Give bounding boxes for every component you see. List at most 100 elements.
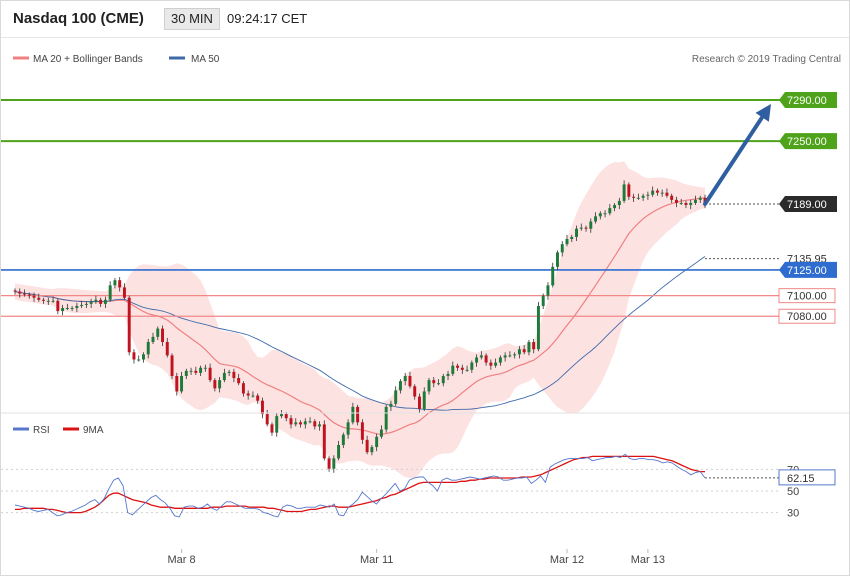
candle-body — [384, 406, 388, 430]
candle — [465, 365, 469, 372]
candle — [23, 289, 26, 297]
candle-body — [651, 190, 655, 195]
candle — [379, 425, 383, 439]
rsi-last-box — [778, 469, 836, 486]
candle-body — [232, 371, 236, 379]
candle-body — [551, 266, 555, 286]
rsi-line — [14, 453, 706, 518]
candle-body — [437, 383, 440, 385]
candle — [113, 278, 117, 289]
candle-body — [161, 328, 164, 342]
candle-body — [213, 380, 217, 389]
candle — [46, 297, 50, 305]
rsi-tick-label: 30 — [787, 508, 799, 520]
rsi-ma-line — [15, 455, 705, 514]
candle-body — [318, 424, 322, 427]
candle — [218, 377, 222, 393]
candle-body — [241, 383, 245, 394]
candle-body — [313, 421, 317, 427]
candle-body — [418, 396, 421, 409]
candle — [451, 361, 455, 376]
candle — [646, 191, 650, 200]
candle — [118, 277, 122, 292]
candle — [665, 188, 669, 198]
candle — [370, 444, 374, 456]
bollinger-bands — [15, 161, 705, 479]
candle-body — [674, 199, 678, 203]
candle-body — [622, 184, 626, 201]
forecast-arrow-shaft — [703, 110, 767, 206]
candle — [142, 352, 145, 363]
candle-body — [470, 362, 474, 370]
candle — [237, 373, 241, 386]
candle — [208, 363, 212, 383]
candle-body — [151, 336, 155, 342]
candle-body — [698, 197, 702, 200]
candle — [70, 305, 74, 312]
level-label-text: 7100.00 — [787, 291, 827, 303]
candle — [32, 292, 36, 302]
candle — [627, 182, 631, 200]
candle-body — [441, 375, 445, 384]
candle-body — [498, 357, 502, 363]
candle — [398, 379, 402, 394]
candle-body — [51, 300, 55, 302]
candle — [65, 303, 69, 311]
candle-body — [199, 367, 203, 373]
candle-body — [570, 236, 574, 239]
level-label-7290: 7290.00 — [779, 91, 837, 108]
candle — [156, 326, 160, 340]
candle-body — [189, 370, 193, 372]
candle — [246, 390, 250, 400]
ma50-legend-label: MA 50 — [191, 54, 220, 65]
candle — [689, 199, 693, 210]
candle-body — [594, 216, 598, 222]
level-label-text: 7080.00 — [787, 311, 827, 323]
candle-body — [341, 434, 345, 445]
timeframe-badge[interactable]: 30 MIN — [164, 8, 220, 30]
candle-body — [165, 341, 169, 356]
level-label-box — [779, 91, 837, 108]
candle — [651, 186, 655, 197]
candle — [284, 412, 288, 422]
candle-body — [556, 252, 559, 267]
candle-body — [103, 299, 107, 304]
candle — [556, 250, 559, 270]
candle-body — [127, 297, 131, 353]
candle — [484, 353, 488, 366]
candle-body — [632, 196, 636, 198]
candle-body — [451, 365, 455, 374]
candle — [551, 262, 555, 288]
candle-body — [446, 373, 450, 376]
level-label-7080: 7080.00 — [778, 308, 836, 324]
rsi-legend: RSI 9MA — [13, 425, 104, 436]
candle-body — [175, 375, 179, 392]
candle-body — [465, 369, 469, 371]
candle — [18, 288, 22, 298]
candle — [460, 364, 464, 374]
candle — [184, 368, 188, 380]
candle-body — [484, 355, 488, 363]
level-label-7100: 7100.00 — [778, 288, 836, 304]
ma20-legend-label: MA 20 + Bollinger Bands — [33, 54, 143, 65]
candle-body — [227, 371, 231, 373]
candle-body — [303, 421, 307, 425]
candle — [313, 419, 317, 430]
candle-body — [56, 300, 60, 312]
candle — [570, 234, 574, 243]
candle-body — [589, 221, 593, 229]
candle — [422, 387, 426, 411]
candle-body — [494, 362, 498, 366]
candle — [636, 193, 640, 200]
candle-body — [694, 199, 697, 203]
candle — [494, 358, 498, 368]
candle-body — [351, 406, 355, 423]
candle — [289, 415, 293, 429]
candle — [227, 369, 231, 376]
candle — [122, 283, 126, 300]
candle — [432, 377, 436, 388]
rsi-legend-label: RSI — [33, 425, 50, 436]
candle-body — [479, 355, 483, 358]
candle — [389, 400, 393, 411]
